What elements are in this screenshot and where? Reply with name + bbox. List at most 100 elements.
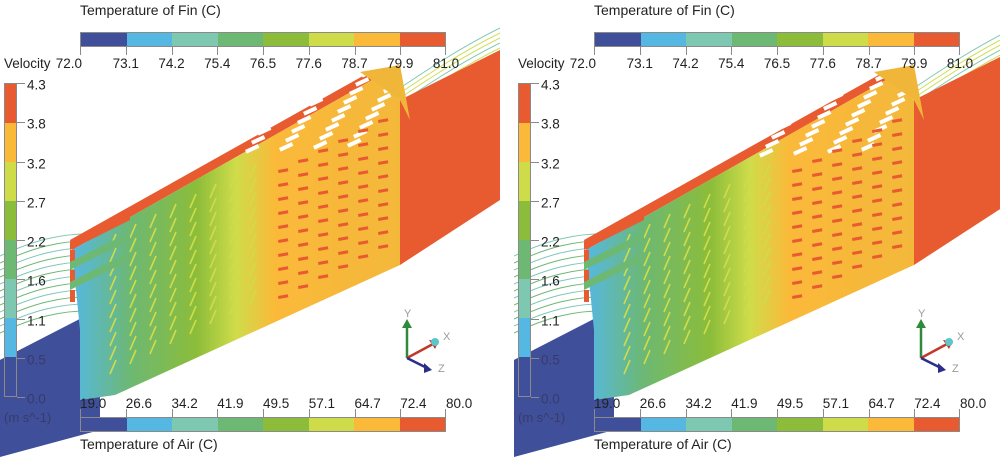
velocity-tick: [531, 240, 539, 241]
fin-louver-line: [109, 345, 117, 361]
fin-slot: [765, 139, 780, 149]
velocity-tick: [17, 240, 25, 241]
fin-louver-line: [169, 259, 177, 275]
colorbar-tick: [868, 409, 870, 417]
fin-louver-line: [723, 267, 731, 283]
duct-wall-outlet: [400, 50, 500, 265]
fin-louver-line: [229, 229, 237, 245]
louver: [892, 118, 903, 123]
fin-slot: [839, 126, 854, 136]
velocity-tick-label: 1.1: [541, 313, 560, 328]
louver: [852, 152, 863, 157]
colorbar-segment: [217, 33, 263, 46]
velocity-tick: [17, 122, 25, 124]
velocity-tick-label: 0.0: [541, 391, 560, 407]
fin-louver-line: [663, 227, 671, 243]
inlet-plate-edge: [70, 270, 75, 282]
fin-slot: [829, 92, 844, 102]
air-tick-label: 41.9: [731, 396, 758, 411]
fin-louver-line: [249, 177, 257, 193]
fin-louver-line: [663, 255, 671, 271]
colorbar-tick: [959, 409, 960, 417]
colorbar-segment: [519, 279, 530, 318]
fin-tick-label: 78.7: [855, 56, 882, 71]
colorbar-tick: [685, 409, 687, 417]
colorbar-tick: [822, 409, 824, 417]
colorbar-tick: [731, 409, 733, 417]
fin-louver-line: [643, 335, 651, 351]
colorbar-segment: [399, 33, 445, 46]
fin-louver-line: [249, 219, 257, 235]
louver: [358, 128, 369, 133]
fin-slot: [833, 135, 848, 145]
air-tick-label: 34.2: [685, 396, 712, 411]
fin-slot: [861, 142, 876, 152]
fin-louver-line: [683, 259, 691, 275]
louver: [852, 194, 863, 199]
louver: [832, 176, 843, 181]
fin-slot: [795, 94, 810, 104]
fin-louvers: [623, 163, 771, 375]
fin-louver-line: [643, 321, 651, 337]
velocity-colorbar: [4, 83, 17, 397]
louver: [318, 204, 329, 209]
fin-louver-line: [249, 163, 257, 179]
fin-louver-line: [249, 233, 257, 249]
fin-slot: [365, 111, 380, 121]
louver: [832, 190, 843, 195]
colorbar-segment: [519, 357, 530, 396]
colorbar-tick: [822, 47, 824, 55]
fin-slot: [807, 76, 822, 86]
colorbar-tick: [914, 47, 916, 55]
fin-louver-line: [723, 295, 731, 311]
colorbar-tick: [639, 47, 641, 55]
louver: [892, 202, 903, 207]
fin-louver-line: [763, 275, 771, 291]
colorbar-tick: [594, 47, 595, 55]
louver: [892, 174, 903, 179]
velocity-tick-label: 0.5: [541, 352, 560, 368]
inlet-plate-edge: [70, 290, 75, 302]
fin-slot: [811, 119, 826, 129]
colorbar-segment: [822, 33, 868, 46]
louver: [872, 240, 883, 245]
fin-louver-line: [169, 245, 177, 261]
streamline: [913, 34, 1000, 89]
velocity-tick: [17, 279, 25, 281]
louver: [872, 184, 883, 189]
louver: [358, 184, 369, 189]
fin-slot: [869, 81, 884, 91]
fin-slot: [788, 103, 804, 113]
colorbar-segment: [777, 418, 823, 431]
fin-louver-line: [643, 307, 651, 323]
fin-louver-line: [663, 283, 671, 299]
louver: [852, 208, 863, 213]
fin-louver-line: [209, 295, 217, 311]
colorbar-segment: [5, 123, 16, 162]
fin-louver-line: [763, 163, 771, 179]
louver: [318, 232, 329, 237]
y-axis-arrowhead: [402, 319, 412, 328]
fin-louver-line: [723, 281, 731, 297]
fin-slot: [355, 77, 370, 87]
colorbar-tick: [445, 47, 446, 55]
fin-louver-line: [743, 243, 751, 259]
fin-slot: [245, 144, 260, 154]
fin-louver-line: [149, 255, 157, 271]
inlet-plates: [70, 212, 130, 302]
fin-louver-line: [209, 267, 217, 283]
louver: [872, 212, 883, 217]
air-tick-label: 72.4: [400, 396, 427, 411]
louver: [812, 158, 823, 163]
fin-tick-label: 77.6: [809, 56, 836, 71]
fin-louver-line: [169, 287, 177, 303]
louver: [318, 260, 329, 265]
fin-louver-line: [663, 269, 671, 285]
fin-louver-line: [663, 339, 671, 355]
fin-louver-line: [763, 247, 771, 263]
fin-louver-line: [109, 317, 117, 333]
air-tick-label: 64.7: [354, 396, 381, 411]
fin-slot: [879, 115, 894, 125]
louver: [298, 200, 309, 205]
fin-louver-line: [763, 177, 771, 193]
